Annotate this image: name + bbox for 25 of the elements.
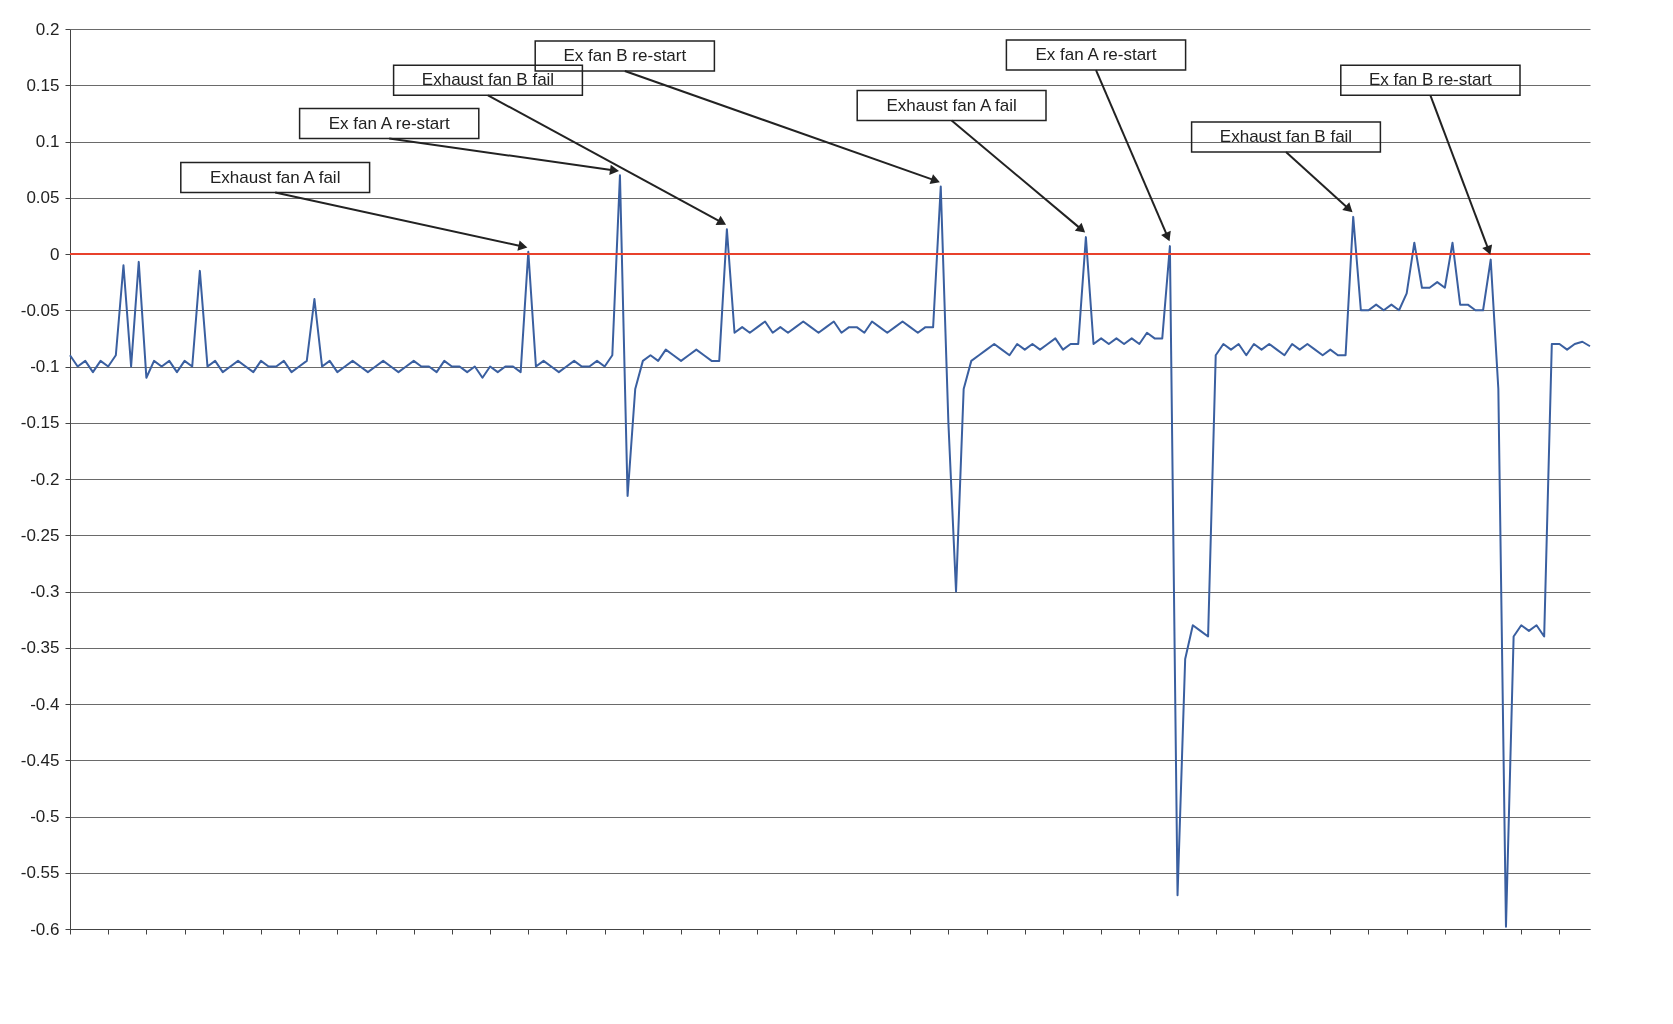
y-tick-label: -0.5 bbox=[30, 807, 60, 826]
y-tick-label: -0.2 bbox=[30, 469, 60, 489]
y-tick-label: -0.1 bbox=[30, 357, 60, 376]
y-tick-label: 0.1 bbox=[35, 132, 60, 151]
annotation: Exhaust fan B fail bbox=[1219, 127, 1353, 146]
y-tick-label: -0.25 bbox=[20, 525, 60, 545]
y-tick-label: -0.6 bbox=[30, 919, 60, 939]
y-tick-label: 0 bbox=[50, 244, 60, 264]
y-tick-label: 0.05 bbox=[26, 188, 60, 208]
annotation: Exhaust fan B fail bbox=[421, 70, 555, 90]
annotation: Ex fan B re-start bbox=[1368, 70, 1493, 90]
y-tick-label: 0.2 bbox=[35, 19, 60, 39]
y-tick-label: -0.4 bbox=[30, 694, 60, 714]
annotation: Ex fan A re-start bbox=[328, 113, 450, 133]
annotation: Ex fan A re-start bbox=[1035, 45, 1157, 65]
y-tick-label: -0.35 bbox=[20, 638, 60, 658]
y-tick-label: -0.3 bbox=[30, 582, 60, 601]
y-tick-label: 0.15 bbox=[26, 75, 60, 95]
annotation: Exhaust fan A fail bbox=[209, 167, 341, 187]
annotation: Exhaust fan A fail bbox=[886, 95, 1017, 115]
y-tick-label: -0.05 bbox=[20, 300, 60, 320]
annotation: Ex fan B re-start bbox=[563, 46, 687, 65]
y-tick-label: -0.15 bbox=[20, 413, 60, 433]
y-tick-label: -0.45 bbox=[20, 750, 60, 770]
y-tick-label: -0.55 bbox=[20, 863, 60, 883]
